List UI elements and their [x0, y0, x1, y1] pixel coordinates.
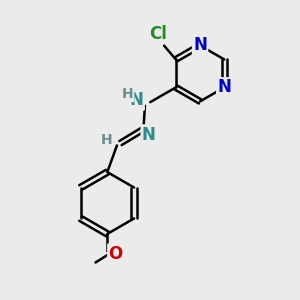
Text: N: N [193, 37, 207, 55]
Text: N: N [217, 78, 231, 96]
Text: N: N [142, 125, 156, 143]
Text: H: H [122, 88, 134, 101]
Text: O: O [108, 244, 123, 262]
Text: N: N [130, 92, 144, 110]
Text: H: H [101, 133, 112, 147]
Text: Cl: Cl [149, 25, 167, 43]
